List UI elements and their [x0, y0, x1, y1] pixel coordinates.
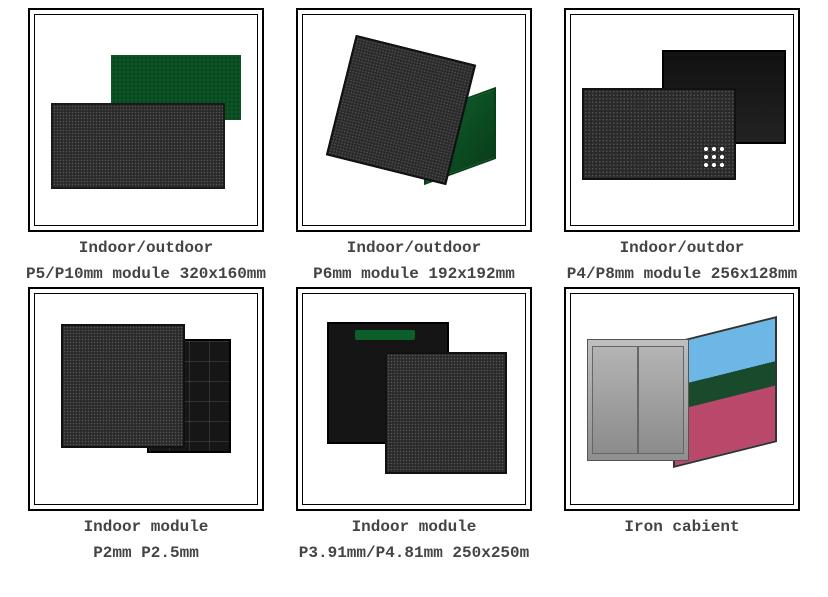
product-caption: Indoor/outdoor P6mm module 192x192mm — [290, 232, 538, 287]
product-cell: Indoor module P3.91mm/P4.81mm 250x250m — [280, 287, 548, 566]
iron-cabinet-image — [587, 329, 777, 469]
product-image — [570, 293, 794, 505]
product-frame — [564, 8, 800, 232]
product-frame — [28, 8, 264, 232]
led-module-image — [582, 50, 782, 190]
product-image — [34, 14, 258, 226]
led-module-image — [61, 324, 231, 474]
product-title: Indoor/outdoor — [290, 236, 538, 262]
product-caption: Iron cabient — [558, 511, 806, 541]
product-subtitle: P4/P8mm module 256x128mm — [558, 262, 806, 288]
product-cell: Indoor module P2mm P2.5mm — [12, 287, 280, 566]
product-image — [302, 293, 526, 505]
product-image — [570, 14, 794, 226]
product-cell: Indoor/outdor P4/P8mm module 256x128mm — [548, 8, 816, 287]
product-title: Iron cabient — [558, 515, 806, 541]
product-caption: Indoor/outdor P4/P8mm module 256x128mm — [558, 232, 806, 287]
product-caption: Indoor module P3.91mm/P4.81mm 250x250m — [290, 511, 538, 566]
product-subtitle: P6mm module 192x192mm — [290, 262, 538, 288]
product-frame — [296, 287, 532, 511]
product-frame — [28, 287, 264, 511]
product-image — [34, 293, 258, 505]
product-title: Indoor module — [290, 515, 538, 541]
product-image — [302, 14, 526, 226]
product-subtitle: P5/P10mm module 320x160mm — [22, 262, 270, 288]
product-cell: Iron cabient — [548, 287, 816, 566]
led-module-image — [51, 55, 241, 185]
product-cell: Indoor/outdoor P6mm module 192x192mm — [280, 8, 548, 287]
product-caption: Indoor/outdoor P5/P10mm module 320x160mm — [22, 232, 270, 287]
product-subtitle: P3.91mm/P4.81mm 250x250m — [290, 541, 538, 567]
product-grid: Indoor/outdoor P5/P10mm module 320x160mm… — [0, 0, 828, 566]
product-title: Indoor/outdoor — [22, 236, 270, 262]
product-cell: Indoor/outdoor P5/P10mm module 320x160mm — [12, 8, 280, 287]
product-frame — [296, 8, 532, 232]
led-module-image — [329, 40, 499, 200]
product-title: Indoor/outdor — [558, 236, 806, 262]
product-subtitle: P2mm P2.5mm — [22, 541, 270, 567]
product-caption: Indoor module P2mm P2.5mm — [22, 511, 270, 566]
led-module-image — [327, 322, 502, 477]
product-frame — [564, 287, 800, 511]
product-title: Indoor module — [22, 515, 270, 541]
